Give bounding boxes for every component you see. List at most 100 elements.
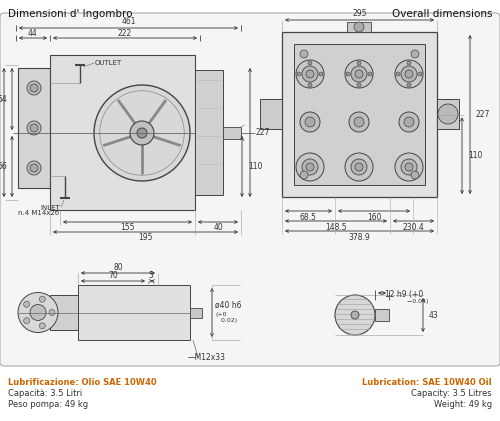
Text: Lubrificazione: Olio SAE 10W40: Lubrificazione: Olio SAE 10W40 [8, 378, 156, 387]
Circle shape [405, 70, 413, 78]
Circle shape [357, 61, 361, 65]
Text: 80: 80 [113, 264, 123, 272]
Text: 43: 43 [429, 311, 439, 320]
Circle shape [24, 318, 30, 324]
Circle shape [395, 153, 423, 181]
Text: 110: 110 [468, 151, 482, 160]
Text: OUTLET: OUTLET [95, 60, 122, 66]
Text: 222: 222 [118, 29, 132, 37]
Circle shape [368, 72, 372, 76]
Bar [50, 295, 78, 330]
Circle shape [345, 153, 373, 181]
Circle shape [40, 323, 46, 329]
Text: Weight: 49 kg: Weight: 49 kg [434, 400, 492, 409]
Circle shape [27, 161, 41, 175]
Circle shape [319, 72, 323, 76]
Text: Lubrication: SAE 10W40 Oil: Lubrication: SAE 10W40 Oil [362, 378, 492, 387]
Circle shape [300, 112, 320, 132]
Circle shape [407, 83, 411, 87]
Circle shape [308, 83, 312, 87]
Text: 160: 160 [367, 213, 382, 221]
Circle shape [349, 112, 369, 132]
Bar [282, 32, 437, 197]
Circle shape [351, 66, 367, 82]
Text: 295: 295 [352, 10, 367, 19]
Text: 56: 56 [0, 162, 7, 171]
Text: 195: 195 [138, 234, 153, 242]
Circle shape [351, 311, 359, 319]
Text: 148.5: 148.5 [325, 223, 347, 232]
Circle shape [30, 164, 38, 172]
Circle shape [418, 72, 422, 76]
Circle shape [407, 61, 411, 65]
Text: Capacity: 3.5 Litres: Capacity: 3.5 Litres [412, 389, 492, 398]
Circle shape [396, 72, 400, 76]
Text: 110: 110 [248, 162, 262, 171]
Circle shape [300, 171, 308, 179]
Circle shape [401, 159, 417, 175]
Circle shape [24, 301, 30, 307]
Circle shape [297, 72, 301, 76]
Circle shape [308, 61, 312, 65]
Circle shape [357, 83, 361, 87]
Bar [18, 68, 50, 188]
Circle shape [49, 309, 55, 315]
Text: n.4 M14x26: n.4 M14x26 [18, 210, 59, 216]
Circle shape [40, 296, 46, 302]
Text: 54: 54 [0, 94, 7, 104]
Text: −0.04): −0.04) [401, 299, 428, 304]
Text: 68.5: 68.5 [300, 213, 316, 221]
Circle shape [345, 60, 373, 88]
Bar [347, 22, 371, 32]
Circle shape [94, 85, 190, 181]
Text: 70: 70 [108, 272, 118, 280]
Text: 5: 5 [148, 272, 153, 280]
Text: 0.02): 0.02) [215, 318, 237, 323]
Circle shape [30, 84, 38, 92]
Bar [260, 99, 282, 129]
Bar [190, 307, 202, 317]
Text: 12 h9 (+0: 12 h9 (+0 [385, 290, 423, 299]
Bar [437, 99, 459, 129]
Circle shape [404, 117, 414, 127]
Bar [375, 309, 389, 321]
Text: —M12x33: —M12x33 [188, 354, 226, 362]
Text: 227: 227 [256, 128, 270, 137]
Circle shape [306, 163, 314, 171]
Text: 44: 44 [28, 29, 38, 37]
Bar [50, 55, 195, 210]
Circle shape [137, 128, 147, 138]
Circle shape [354, 117, 364, 127]
Text: 461: 461 [121, 18, 136, 27]
Bar [294, 44, 425, 185]
Text: ø40 h6: ø40 h6 [215, 301, 242, 310]
Circle shape [296, 60, 324, 88]
Circle shape [411, 50, 419, 58]
Bar [195, 70, 223, 195]
Circle shape [399, 112, 419, 132]
Circle shape [130, 121, 154, 145]
Bar [223, 127, 241, 139]
Circle shape [355, 163, 363, 171]
Circle shape [30, 304, 46, 320]
Text: 230.4: 230.4 [402, 223, 424, 232]
Circle shape [346, 72, 350, 76]
Circle shape [27, 81, 41, 95]
Text: INLET: INLET [40, 205, 60, 211]
Text: Overall dimensions: Overall dimensions [392, 9, 492, 19]
Circle shape [302, 159, 318, 175]
Text: Dimensioni d' Ingombro: Dimensioni d' Ingombro [8, 9, 132, 19]
Text: (+0: (+0 [215, 312, 226, 317]
Text: 378.9: 378.9 [348, 232, 370, 242]
Text: 40: 40 [213, 224, 223, 232]
Circle shape [351, 159, 367, 175]
Circle shape [401, 66, 417, 82]
Circle shape [354, 22, 364, 32]
Bar [78, 285, 190, 340]
Text: Capacità: 3.5 Litri: Capacità: 3.5 Litri [8, 389, 82, 398]
Text: 155: 155 [120, 224, 135, 232]
Circle shape [355, 70, 363, 78]
Circle shape [305, 117, 315, 127]
Circle shape [335, 295, 375, 335]
Circle shape [18, 293, 58, 333]
